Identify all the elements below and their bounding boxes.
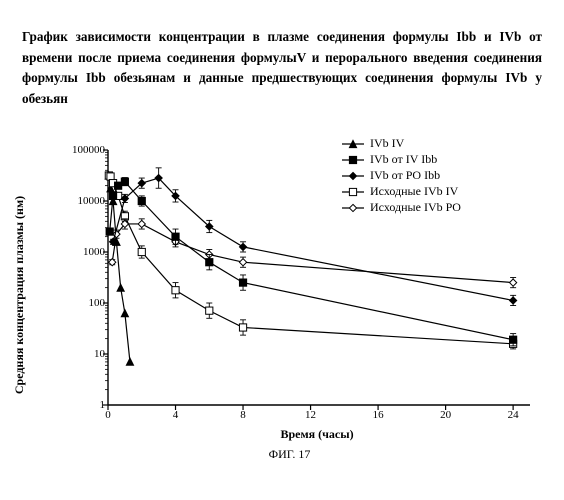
legend-item: IVb от IV Ibb — [342, 152, 461, 167]
legend-item: Исходные IVb IV — [342, 184, 461, 199]
page: График зависимости концентрации в плазме… — [0, 0, 564, 500]
y-tick-label: 100 — [55, 297, 105, 309]
figure-description: График зависимости концентрации в плазме… — [22, 27, 542, 109]
y-tick-label: 1000 — [55, 246, 105, 258]
x-tick-label: 16 — [363, 409, 393, 421]
legend-label: Исходные IVb IV — [370, 184, 458, 199]
y-axis-label: Средняя концентрация плазмы (нм) — [12, 180, 27, 410]
y-tick-label: 10000 — [55, 195, 105, 207]
y-tick-label: 100000 — [55, 144, 105, 156]
legend-label: IVb IV — [370, 136, 404, 151]
legend: IVb IVIVb от IV IbbIVb от PO IbbИсходные… — [342, 136, 461, 216]
x-axis-label: Время (часы) — [102, 427, 532, 442]
y-tick-label: 10 — [55, 348, 105, 360]
x-tick-label: 8 — [228, 409, 258, 421]
legend-item: Исходные IVb PO — [342, 200, 461, 215]
x-tick-label: 12 — [296, 409, 326, 421]
x-tick-label: 20 — [431, 409, 461, 421]
x-tick-label: 4 — [161, 409, 191, 421]
legend-label: Исходные IVb PO — [370, 200, 461, 215]
chart: Средняя концентрация плазмы (нм) IVb IVI… — [42, 135, 537, 465]
legend-label: IVb от IV Ibb — [370, 152, 437, 167]
x-tick-label: 24 — [498, 409, 528, 421]
legend-label: IVb от PO Ibb — [370, 168, 440, 183]
legend-item: IVb от PO Ibb — [342, 168, 461, 183]
x-tick-label: 0 — [93, 409, 123, 421]
figure-number: ФИГ. 17 — [42, 447, 537, 462]
plot-svg — [60, 135, 537, 420]
legend-item: IVb IV — [342, 136, 461, 151]
